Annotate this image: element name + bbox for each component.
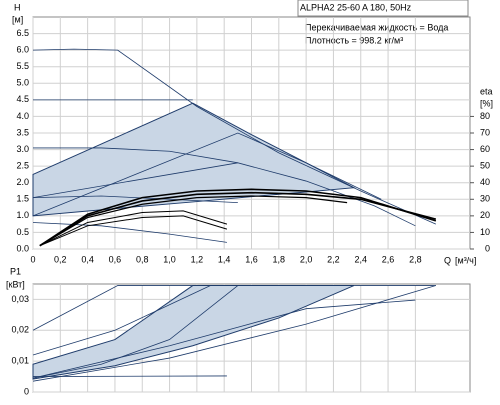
y-axis-unit: [м] bbox=[12, 14, 23, 24]
curve bbox=[32, 299, 416, 379]
annotation: Плотность = 998.2 кг/м³ bbox=[305, 35, 403, 45]
curve bbox=[32, 195, 238, 203]
y2-tick-label: 0 bbox=[485, 243, 490, 253]
y2-tick-label: 40 bbox=[480, 177, 490, 187]
y-axis-label: H bbox=[14, 2, 21, 12]
x-tick-label: 2,8 bbox=[409, 254, 422, 264]
x-axis-label: Q bbox=[444, 255, 451, 265]
y2-tick-label: 70 bbox=[480, 127, 490, 137]
curve bbox=[32, 162, 238, 199]
curve bbox=[39, 191, 437, 247]
curve bbox=[32, 285, 436, 382]
y2-tick-label: 20 bbox=[480, 210, 490, 220]
curve bbox=[32, 132, 382, 217]
curve bbox=[39, 188, 437, 247]
x-tick-label: 1,4 bbox=[218, 254, 231, 264]
y2-tick-label: 60 bbox=[480, 144, 490, 154]
x-tick-label: 0,4 bbox=[81, 254, 94, 264]
x-tick-label: 2,2 bbox=[327, 254, 340, 264]
chart-title: ALPHA2 25-60 A 180, 50Hz bbox=[300, 2, 412, 12]
x-tick-label: 1,6 bbox=[245, 254, 258, 264]
y-tick-label: 6.0 bbox=[16, 45, 29, 55]
curve bbox=[33, 147, 416, 227]
y-tick-label: 0 bbox=[24, 386, 29, 396]
x-tick-label: 0,6 bbox=[109, 254, 122, 264]
y-tick-label: 4.0 bbox=[16, 111, 29, 121]
x-tick-label: 0,8 bbox=[136, 254, 149, 264]
x-tick-label: 1,2 bbox=[191, 254, 204, 264]
x-axis-unit: [м³/ч] bbox=[455, 255, 476, 265]
y-axis-label: P1 bbox=[10, 266, 21, 276]
x-tick-label: 0 bbox=[30, 254, 35, 264]
x-tick-label: 1,8 bbox=[273, 254, 286, 264]
title-box bbox=[297, 0, 469, 17]
curve bbox=[32, 375, 227, 377]
y2-tick-label: 80 bbox=[480, 111, 490, 121]
x-tick-label: 2,0 bbox=[300, 254, 313, 264]
y-tick-label: 0,03 bbox=[11, 294, 29, 304]
curve bbox=[39, 215, 228, 247]
y2-tick-label: 10 bbox=[480, 227, 490, 237]
x-tick-label: 1,0 bbox=[163, 254, 176, 264]
y2-tick-label: 30 bbox=[480, 194, 490, 204]
y-tick-label: 0.0 bbox=[16, 243, 29, 253]
x-tick-label: 0,2 bbox=[54, 254, 67, 264]
y2-axis-unit: [%] bbox=[480, 98, 493, 108]
x-tick-label: 2,6 bbox=[382, 254, 395, 264]
y-tick-label: 1.0 bbox=[16, 210, 29, 220]
y-tick-label: 3.5 bbox=[16, 127, 29, 137]
curve bbox=[32, 222, 227, 243]
y-tick-label: 5.5 bbox=[16, 61, 29, 71]
y2-tick-label: 50 bbox=[480, 161, 490, 171]
curve bbox=[32, 285, 211, 356]
curve bbox=[39, 210, 228, 247]
curve bbox=[39, 195, 348, 247]
curve bbox=[32, 285, 239, 379]
y-tick-label: 3.0 bbox=[16, 144, 29, 154]
y-tick-label: 0,01 bbox=[11, 356, 29, 366]
y-tick-label: 2.5 bbox=[16, 161, 29, 171]
y-tick-label: 0,02 bbox=[11, 325, 29, 335]
curve bbox=[32, 285, 436, 331]
y-axis-unit: [кВт] bbox=[6, 279, 25, 289]
y2-axis-label: eta bbox=[480, 86, 493, 96]
y-tick-label: 1.5 bbox=[16, 194, 29, 204]
region bbox=[32, 285, 355, 380]
y-tick-label: 5.0 bbox=[16, 78, 29, 88]
y-tick-label: 2.0 bbox=[16, 177, 29, 187]
y-tick-label: 6.5 bbox=[16, 28, 29, 38]
curve bbox=[32, 48, 437, 225]
y-tick-label: 0.5 bbox=[16, 227, 29, 237]
y-tick-label: 4.5 bbox=[16, 94, 29, 104]
annotation: Перекачиваемая жидкость = Вода bbox=[305, 22, 448, 32]
x-tick-label: 2,4 bbox=[354, 254, 367, 264]
